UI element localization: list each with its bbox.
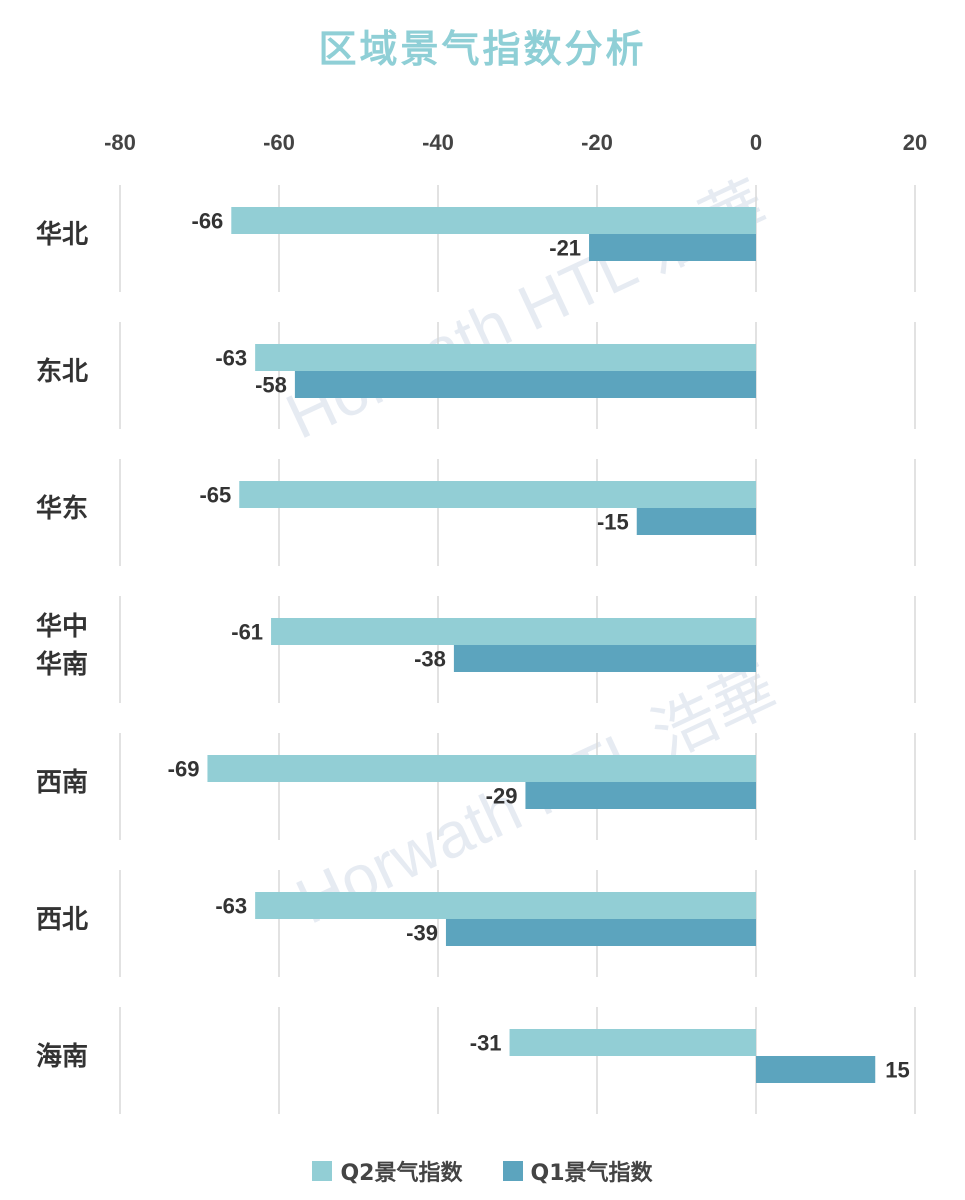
data-label: -21 [549, 236, 581, 261]
bar-q1 [636, 508, 756, 535]
bar-q1 [589, 234, 756, 261]
data-label: -38 [414, 647, 446, 672]
bar-q2 [255, 344, 756, 371]
data-label: -65 [199, 483, 231, 508]
x-tick-label: -40 [422, 130, 454, 155]
legend-item-q2: Q2景气指数 [312, 1155, 463, 1187]
legend: Q2景气指数 Q1景气指数 [0, 1155, 965, 1187]
bar-q2 [509, 1029, 756, 1056]
x-tick-label: -80 [104, 130, 136, 155]
data-label: -69 [168, 757, 200, 782]
chart-title: 区域景气指数分析 [318, 27, 647, 71]
bar-q2 [207, 755, 756, 782]
legend-item-q1: Q1景气指数 [502, 1155, 653, 1187]
category-label: 华中 [36, 611, 88, 642]
category-label: 海南 [36, 1042, 88, 1072]
x-tick-label: 0 [750, 130, 762, 155]
bar-q1 [445, 919, 756, 946]
x-tick-label: 20 [903, 130, 927, 155]
data-label: -31 [470, 1031, 502, 1056]
data-label: 15 [885, 1058, 909, 1083]
legend-swatch-q2 [312, 1161, 333, 1181]
data-label: -39 [406, 921, 438, 946]
data-label: -63 [215, 894, 247, 919]
x-tick-label: -20 [581, 130, 613, 155]
data-label: -63 [215, 346, 247, 371]
bar-q1 [756, 1056, 876, 1083]
data-label: -29 [486, 784, 518, 809]
bar-q2 [271, 618, 756, 645]
category-label: 华北 [36, 219, 88, 250]
legend-label-q2: Q2景气指数 [340, 1161, 463, 1186]
bar-q2 [231, 207, 757, 234]
data-label: -58 [255, 373, 287, 398]
category-label: 西北 [36, 905, 88, 935]
data-label: -61 [231, 620, 263, 645]
bar-q2 [239, 481, 756, 508]
category-label: 华南 [36, 649, 88, 680]
legend-label-q1: Q1景气指数 [530, 1161, 653, 1186]
x-tick-label: -60 [263, 130, 295, 155]
category-label: 东北 [36, 356, 88, 387]
category-label: 华东 [36, 493, 88, 524]
legend-swatch-q1 [502, 1161, 523, 1181]
category-label: 西南 [36, 768, 88, 798]
bar-q1 [525, 782, 756, 809]
bar-q1 [453, 645, 756, 672]
data-label: -66 [192, 209, 224, 234]
bar-q2 [255, 892, 756, 919]
bar-q1 [294, 371, 756, 398]
data-label: -15 [597, 510, 629, 535]
